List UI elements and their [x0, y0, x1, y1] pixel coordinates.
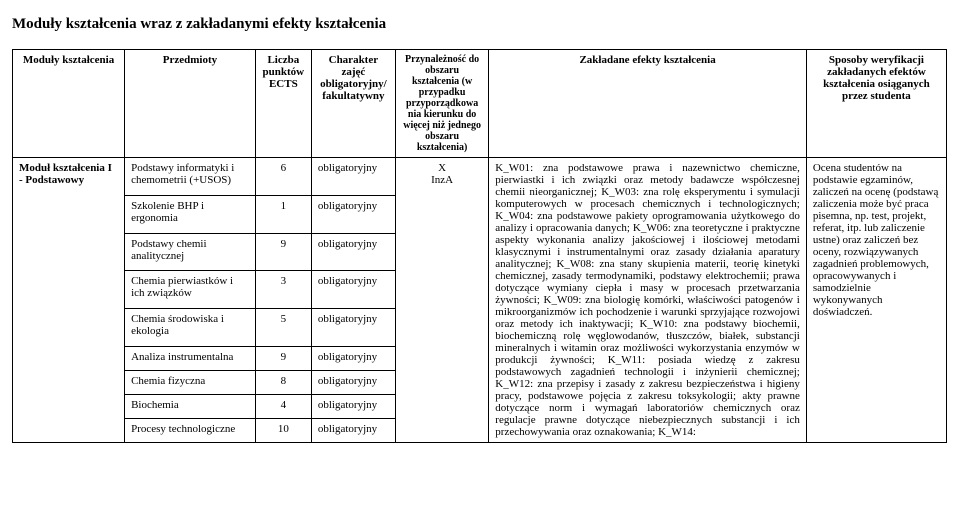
- ects-cell: 1: [255, 195, 311, 233]
- character-cell: obligatoryjny: [311, 158, 395, 196]
- subject-cell: Chemia pierwiastków i ich związków: [125, 271, 256, 309]
- subject-cell: Biochemia: [125, 394, 256, 418]
- character-cell: obligatoryjny: [311, 346, 395, 370]
- subject-cell: Chemia fizyczna: [125, 370, 256, 394]
- subject-cell: Podstawy chemii analitycznej: [125, 233, 256, 271]
- ects-cell: 10: [255, 418, 311, 442]
- character-cell: obligatoryjny: [311, 394, 395, 418]
- subject-cell: Podstawy informatyki i chemometrii (+USO…: [125, 158, 256, 196]
- character-cell: obligatoryjny: [311, 195, 395, 233]
- subject-cell: Analiza instrumentalna: [125, 346, 256, 370]
- subject-cell: Szkolenie BHP i ergonomia: [125, 195, 256, 233]
- subject-cell: Chemia środowiska i ekologia: [125, 309, 256, 347]
- character-cell: obligatoryjny: [311, 233, 395, 271]
- header-effects: Zakładane efekty kształcenia: [489, 50, 807, 158]
- character-cell: obligatoryjny: [311, 370, 395, 394]
- ects-cell: 9: [255, 346, 311, 370]
- ects-cell: 5: [255, 309, 311, 347]
- table-header-row: Moduły kształcenia Przedmioty Liczba pun…: [13, 50, 947, 158]
- ects-cell: 6: [255, 158, 311, 196]
- ects-cell: 8: [255, 370, 311, 394]
- curriculum-table: Moduły kształcenia Przedmioty Liczba pun…: [12, 49, 947, 443]
- table-row: Moduł kształcenia I - Podstawowy Podstaw…: [13, 158, 947, 196]
- effects-cell: K_W01: zna podstawowe prawa i nazewnictw…: [489, 158, 807, 443]
- ects-cell: 3: [255, 271, 311, 309]
- header-module: Moduły kształcenia: [13, 50, 125, 158]
- module-cell: Moduł kształcenia I - Podstawowy: [13, 158, 125, 443]
- header-area: Przynależność do obszaru kształcenia (w …: [395, 50, 488, 158]
- character-cell: obligatoryjny: [311, 271, 395, 309]
- page-title: Moduły kształcenia wraz z zakładanymi ef…: [12, 16, 947, 33]
- header-subjects: Przedmioty: [125, 50, 256, 158]
- verify-cell: Ocena studentów na podstawie egzaminów, …: [806, 158, 946, 443]
- character-cell: obligatoryjny: [311, 418, 395, 442]
- character-cell: obligatoryjny: [311, 309, 395, 347]
- ects-cell: 9: [255, 233, 311, 271]
- area-cell: X InzA: [395, 158, 488, 443]
- header-verify: Sposoby weryfikacji zakładanych efektów …: [806, 50, 946, 158]
- ects-cell: 4: [255, 394, 311, 418]
- subject-cell: Procesy technologiczne: [125, 418, 256, 442]
- header-ects: Liczba punktów ECTS: [255, 50, 311, 158]
- header-character: Charakter zajęć obligatoryjny/ fakultaty…: [311, 50, 395, 158]
